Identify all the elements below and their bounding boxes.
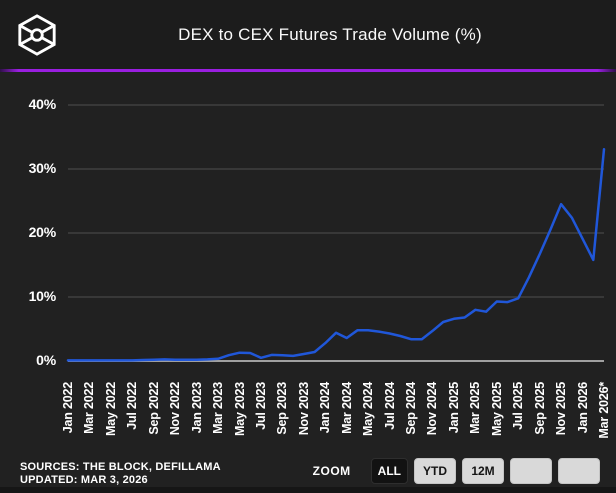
- x-tick-label: Nov 2022: [168, 382, 183, 436]
- zoom-button-blank-2[interactable]: [558, 458, 600, 484]
- y-tick-label: 30%: [28, 160, 57, 176]
- y-tick-label: 20%: [28, 224, 57, 240]
- sources-block: SOURCES: THE BLOCK, DEFILLAMA UPDATED: M…: [0, 455, 221, 487]
- x-tick-label: Nov 2025: [554, 382, 569, 436]
- updated-line: UPDATED: MAR 3, 2026: [20, 474, 148, 486]
- sources-line: SOURCES: THE BLOCK, DEFILLAMA: [20, 461, 221, 473]
- zoom-label: ZOOM: [312, 464, 351, 478]
- x-tick-label: Sep 2023: [275, 382, 290, 435]
- x-tick-label: Sep 2024: [404, 382, 419, 435]
- x-tick-label: Sep 2022: [146, 382, 161, 435]
- x-tick-label: May 2023: [232, 382, 247, 436]
- purple-divider: [0, 69, 616, 72]
- y-tick-label: 0%: [36, 352, 56, 368]
- chart-area: 0% 10% 20% 30% 40% Jan 2022 Mar 2022 May 2022 J…: [0, 72, 616, 455]
- chart-svg: [66, 104, 606, 362]
- x-tick-label: Jul 2024: [382, 382, 397, 430]
- y-tick-label: 10%: [28, 288, 57, 304]
- x-tick-label: Nov 2023: [296, 382, 311, 436]
- y-tick-label: 40%: [28, 96, 57, 112]
- the-block-logo-icon: [18, 13, 56, 56]
- x-tick-label: Jan 2023: [189, 382, 204, 434]
- x-tick-label: May 2024: [361, 382, 376, 436]
- x-tick-label: Mar 2026*: [597, 382, 611, 439]
- x-tick-label: Mar 2024: [339, 382, 354, 434]
- x-tick-label: Jan 2024: [318, 382, 333, 434]
- trend-line: [66, 147, 606, 362]
- footer: SOURCES: THE BLOCK, DEFILLAMA UPDATED: M…: [0, 455, 616, 487]
- x-tick-label: Nov 2024: [425, 382, 440, 436]
- x-tick-label: Jan 2022: [61, 382, 75, 434]
- zoom-controls: ZOOM ALL YTD 12M: [313, 455, 616, 484]
- x-tick-label: Jul 2022: [125, 382, 140, 430]
- x-tick-label: Jul 2023: [253, 382, 268, 430]
- x-tick-label: Mar 2023: [211, 382, 226, 434]
- x-tick-label: May 2022: [103, 382, 118, 436]
- x-tick-label: May 2025: [489, 382, 504, 436]
- x-tick-label: Mar 2025: [468, 382, 483, 434]
- x-tick-label: Jan 2026: [575, 382, 590, 434]
- zoom-button-12m[interactable]: 12M: [462, 458, 504, 484]
- header: DEX to CEX Futures Trade Volume (%): [0, 0, 616, 69]
- x-tick-label: Jul 2025: [511, 382, 526, 430]
- bottom-strip: [0, 487, 616, 493]
- chart-title: DEX to CEX Futures Trade Volume (%): [178, 24, 482, 44]
- zoom-button-all[interactable]: ALL: [370, 458, 408, 484]
- x-tick-label: Sep 2025: [532, 382, 547, 435]
- zoom-button-blank-1[interactable]: [510, 458, 552, 484]
- x-tick-label: Mar 2022: [82, 382, 97, 434]
- x-tick-label: Jan 2025: [446, 382, 461, 434]
- zoom-button-ytd[interactable]: YTD: [414, 458, 456, 484]
